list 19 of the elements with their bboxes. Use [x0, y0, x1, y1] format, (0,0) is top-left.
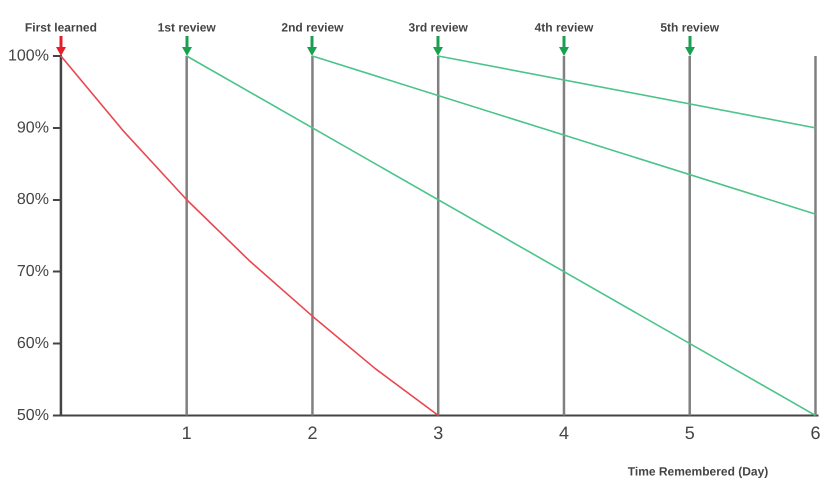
x-tick-label: 2 — [307, 423, 318, 444]
y-tick-label: 70% — [16, 263, 49, 280]
ref-line-label: 3rd review — [408, 20, 469, 34]
y-tick-label: 80% — [16, 191, 49, 208]
y-tick-label: 60% — [16, 334, 49, 352]
x-tick-label: 6 — [810, 423, 820, 444]
x-tick-label: 4 — [558, 423, 569, 444]
x-tick-label: 5 — [684, 423, 695, 444]
x-axis-title: Time Remembered (Day) — [628, 464, 768, 478]
ref-line-label: 1st review — [158, 20, 216, 34]
ref-line-label: 2nd review — [281, 20, 344, 34]
y-tick-label: 100% — [8, 47, 49, 64]
x-tick-label: 1 — [182, 423, 192, 444]
ref-line-label: 5th review — [660, 20, 720, 34]
x-tick-label: 3 — [433, 423, 444, 444]
y-tick-label: 50% — [16, 406, 49, 424]
y-tick-label: 90% — [16, 119, 49, 136]
ref-line-label: First learned — [24, 20, 97, 34]
ref-line-label: 4th review — [534, 20, 594, 34]
